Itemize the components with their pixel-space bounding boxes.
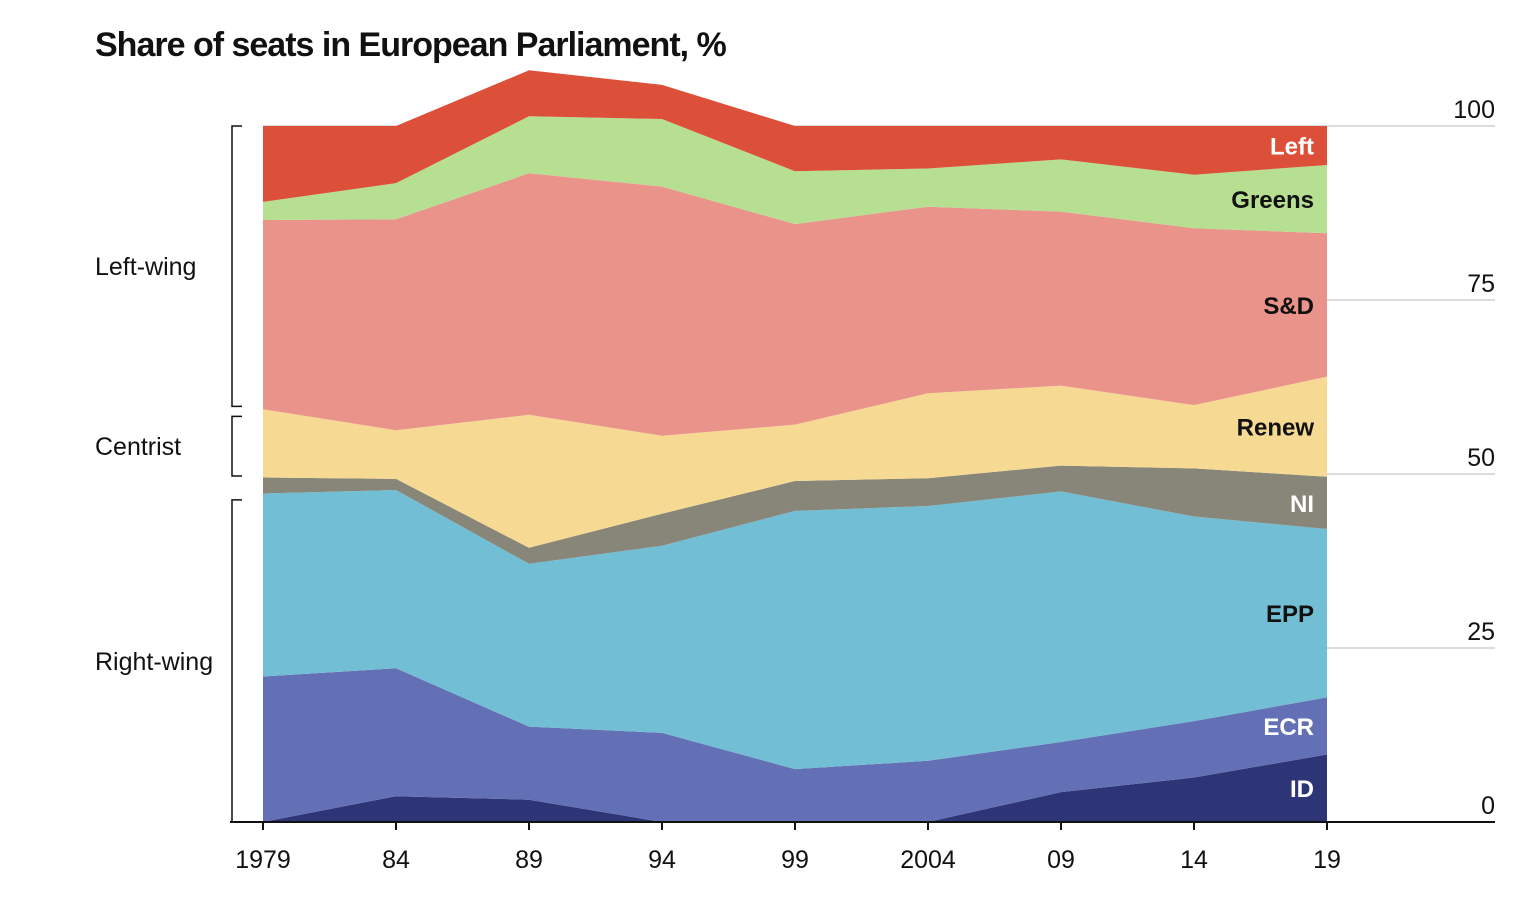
area-id <box>263 754 1327 822</box>
x-tick-label-1979: 1979 <box>235 846 291 874</box>
area-epp <box>263 490 1327 770</box>
y-tick-label-25: 25 <box>1467 618 1495 646</box>
x-tick-label-2014: 14 <box>1180 846 1208 874</box>
x-tick-label-1994: 94 <box>648 846 676 874</box>
series-label-left: Left <box>1270 133 1314 160</box>
series-label-ni: NI <box>1290 491 1314 518</box>
area-ni <box>263 465 1327 564</box>
x-tick-label-2019: 19 <box>1313 846 1341 874</box>
bracket-right-wing <box>231 499 242 823</box>
area-layers <box>263 70 1327 822</box>
x-axis: 1979 84 89 94 99 2004 09 14 19 <box>230 821 1495 874</box>
series-label-ecr: ECR <box>1263 714 1314 741</box>
area-left <box>263 70 1327 202</box>
area-renew <box>263 376 1327 548</box>
y-tick-label-50: 50 <box>1467 444 1495 472</box>
chart-title: Share of seats in European Parliament, % <box>95 26 727 64</box>
group-label-left-wing: Left-wing <box>95 253 196 281</box>
y-axis-tick-labels: 0 25 50 75 100 <box>1453 96 1495 820</box>
group-label-centrist: Centrist <box>95 433 181 461</box>
group-label-right-wing: Right-wing <box>95 648 213 676</box>
y-tick-label-100: 100 <box>1453 96 1495 124</box>
series-label-epp: EPP <box>1266 601 1314 628</box>
series-label-greens: Greens <box>1231 187 1314 214</box>
x-tick-label-2004: 2004 <box>900 846 956 874</box>
x-tick-label-2009: 09 <box>1047 846 1075 874</box>
y-tick-label-0: 0 <box>1481 792 1495 820</box>
group-brackets: Left-wing Centrist Right-wing <box>95 125 242 823</box>
series-label-id: ID <box>1290 776 1314 803</box>
bracket-centrist <box>231 415 242 477</box>
y-tick-label-75: 75 <box>1467 270 1495 298</box>
area-greens <box>263 116 1327 234</box>
series-labels: ID ECR EPP NI Renew S&D Greens Left <box>1231 133 1314 803</box>
bracket-left-wing <box>231 125 242 408</box>
x-tick-label-1984: 84 <box>382 846 410 874</box>
area-ecr <box>263 668 1327 822</box>
series-label-renew: Renew <box>1237 415 1315 442</box>
x-tick-label-1999: 99 <box>781 846 809 874</box>
series-label-s-d: S&D <box>1263 293 1314 320</box>
x-tick-label-1989: 89 <box>515 846 543 874</box>
area-s-d <box>263 173 1327 436</box>
